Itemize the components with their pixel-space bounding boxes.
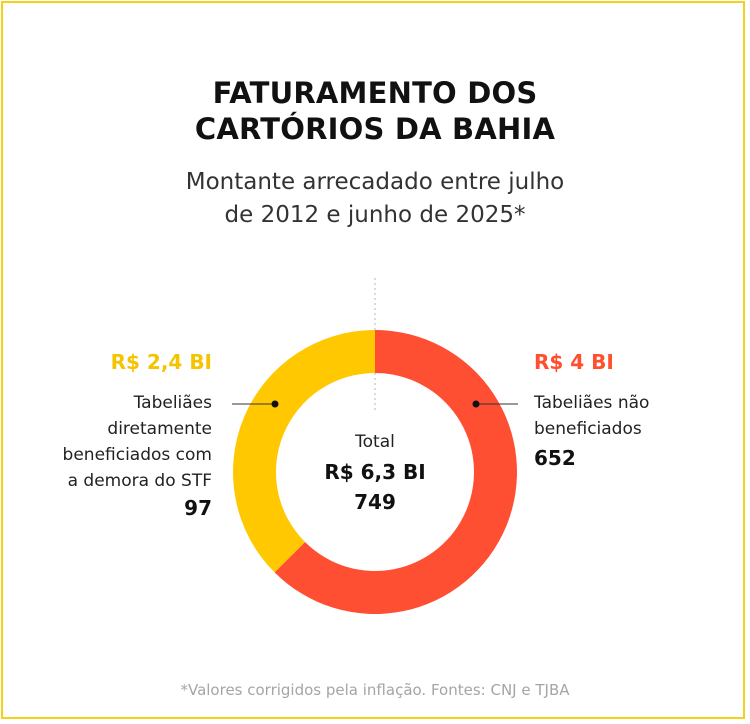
chart-title: FATURAMENTO DOS CARTÓRIOS DA BAHIA (0, 75, 750, 147)
slice-beneficiados (232, 330, 375, 573)
chart-subtitle: Montante arrecadado entre julho de 2012 … (0, 166, 750, 232)
count-nao-beneficiados: 652 (534, 446, 576, 470)
title-line-2: CARTÓRIOS DA BAHIA (194, 112, 556, 146)
value-label-beneficiados: R$ 2,4 BI (110, 350, 212, 374)
count-beneficiados: 97 (184, 496, 212, 520)
description-nao-beneficiados: Tabeliães não beneficiados (534, 390, 734, 442)
description-nao-beneficiados-line-1: Tabeliães não (534, 393, 650, 413)
description-nao-beneficiados-line-2: beneficiados (534, 419, 642, 439)
title-line-1: FATURAMENTO DOS (212, 76, 538, 110)
description-beneficiados-line-4: a demora do STF (67, 471, 212, 491)
description-beneficiados-line-3: beneficiados com (62, 445, 212, 465)
total-label: Total (355, 432, 395, 452)
total-count: 749 (354, 490, 396, 514)
leader-dot-beneficiados (271, 400, 279, 408)
footnote: *Valores corrigidos pela inflação. Fonte… (180, 681, 570, 699)
total-value: R$ 6,3 BI (324, 460, 426, 484)
donut-slices (232, 330, 517, 614)
subtitle-line-1: Montante arrecadado entre julho (185, 169, 565, 195)
subtitle-line-2: de 2012 e junho de 2025* (224, 202, 526, 228)
leader-dot-nao-beneficiados (472, 400, 480, 408)
value-label-nao-beneficiados: R$ 4 BI (534, 350, 614, 374)
description-beneficiados: Tabeliães diretamente beneficiados com a… (0, 390, 212, 494)
slice-nao-beneficiados (274, 330, 517, 614)
description-beneficiados-line-2: diretamente (107, 419, 212, 439)
description-beneficiados-line-1: Tabeliães (133, 393, 212, 413)
